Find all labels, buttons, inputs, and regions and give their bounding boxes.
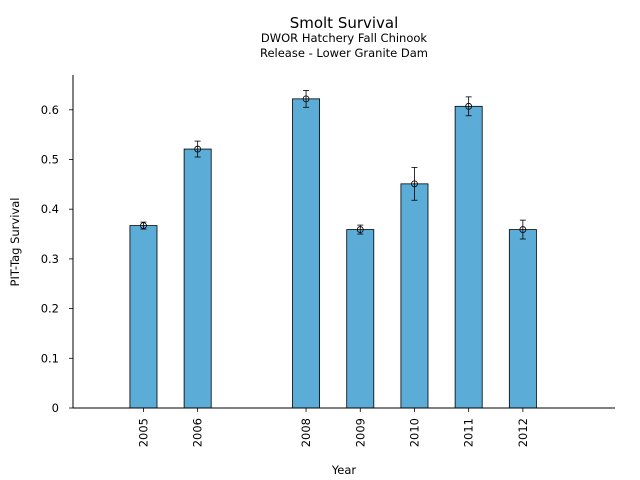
- y-tick-label-3: 0.3: [41, 252, 59, 266]
- y-tick-label-6: 0.6: [41, 103, 59, 117]
- point-marker-2006: [194, 145, 202, 153]
- x-tick-label-2010: 2010: [407, 418, 421, 447]
- point-marker-2009: [356, 226, 364, 233]
- x-axis-ticks: 2005 2006 2008 2009 2010 2011 2012: [136, 408, 530, 447]
- chart-title: Smolt Survival: [290, 14, 399, 32]
- error-bar-2006: [194, 140, 202, 158]
- point-marker-2010: [411, 180, 418, 188]
- error-bar-2009: [356, 224, 364, 235]
- x-tick-label-2006: 2006: [191, 418, 205, 447]
- y-axis-label: PIT-Tag Survival: [8, 198, 22, 287]
- bar-2005: [129, 225, 158, 409]
- y-axis-ticks: 0 0.1 0.2 0.3 0.4 0.5 0.6: [41, 103, 73, 415]
- bar-2008: [292, 98, 321, 409]
- chart-subtitle-line-2: Release - Lower Granite Dam: [260, 46, 428, 60]
- point-marker-2011: [465, 102, 473, 110]
- x-tick-label-2009: 2009: [353, 418, 367, 447]
- bar-2012: [508, 229, 537, 409]
- x-tick-label-2012: 2012: [516, 418, 530, 447]
- error-bar-2010: [411, 167, 418, 201]
- bar-2010: [400, 183, 429, 409]
- bars-group: [129, 98, 537, 409]
- x-tick-label-2008: 2008: [299, 418, 313, 447]
- bar-2011: [454, 105, 483, 409]
- x-axis-label: Year: [331, 463, 357, 477]
- x-tick-label-2011: 2011: [462, 418, 476, 447]
- bar-2009: [346, 229, 375, 409]
- y-tick-label-2: 0.2: [41, 302, 59, 316]
- error-bar-2011: [465, 96, 473, 117]
- error-bar-2005: [140, 221, 147, 230]
- bar-2006: [183, 148, 212, 409]
- error-bar-2012: [519, 219, 527, 240]
- x-tick-label-2005: 2005: [136, 418, 150, 447]
- y-tick-label-5: 0.5: [41, 152, 59, 166]
- point-marker-2008: [302, 95, 310, 103]
- y-tick-label-0: 0: [52, 401, 59, 415]
- chart-subtitle-line-1: DWOR Hatchery Fall Chinook: [261, 31, 428, 45]
- y-tick-label-4: 0.4: [41, 202, 59, 216]
- point-marker-2012: [519, 226, 527, 233]
- error-bar-2008: [302, 90, 310, 108]
- error-bars-group: [140, 90, 527, 240]
- point-marker-2005: [140, 222, 147, 229]
- y-tick-label-1: 0.1: [41, 351, 59, 365]
